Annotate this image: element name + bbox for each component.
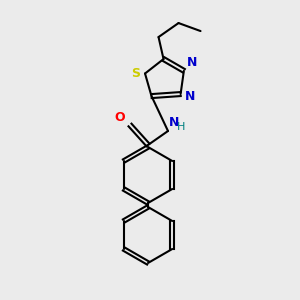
Text: H: H <box>177 122 185 132</box>
Text: N: N <box>184 90 195 103</box>
Text: N: N <box>187 56 197 69</box>
Text: N: N <box>169 116 179 129</box>
Text: O: O <box>114 111 125 124</box>
Text: S: S <box>131 67 140 80</box>
